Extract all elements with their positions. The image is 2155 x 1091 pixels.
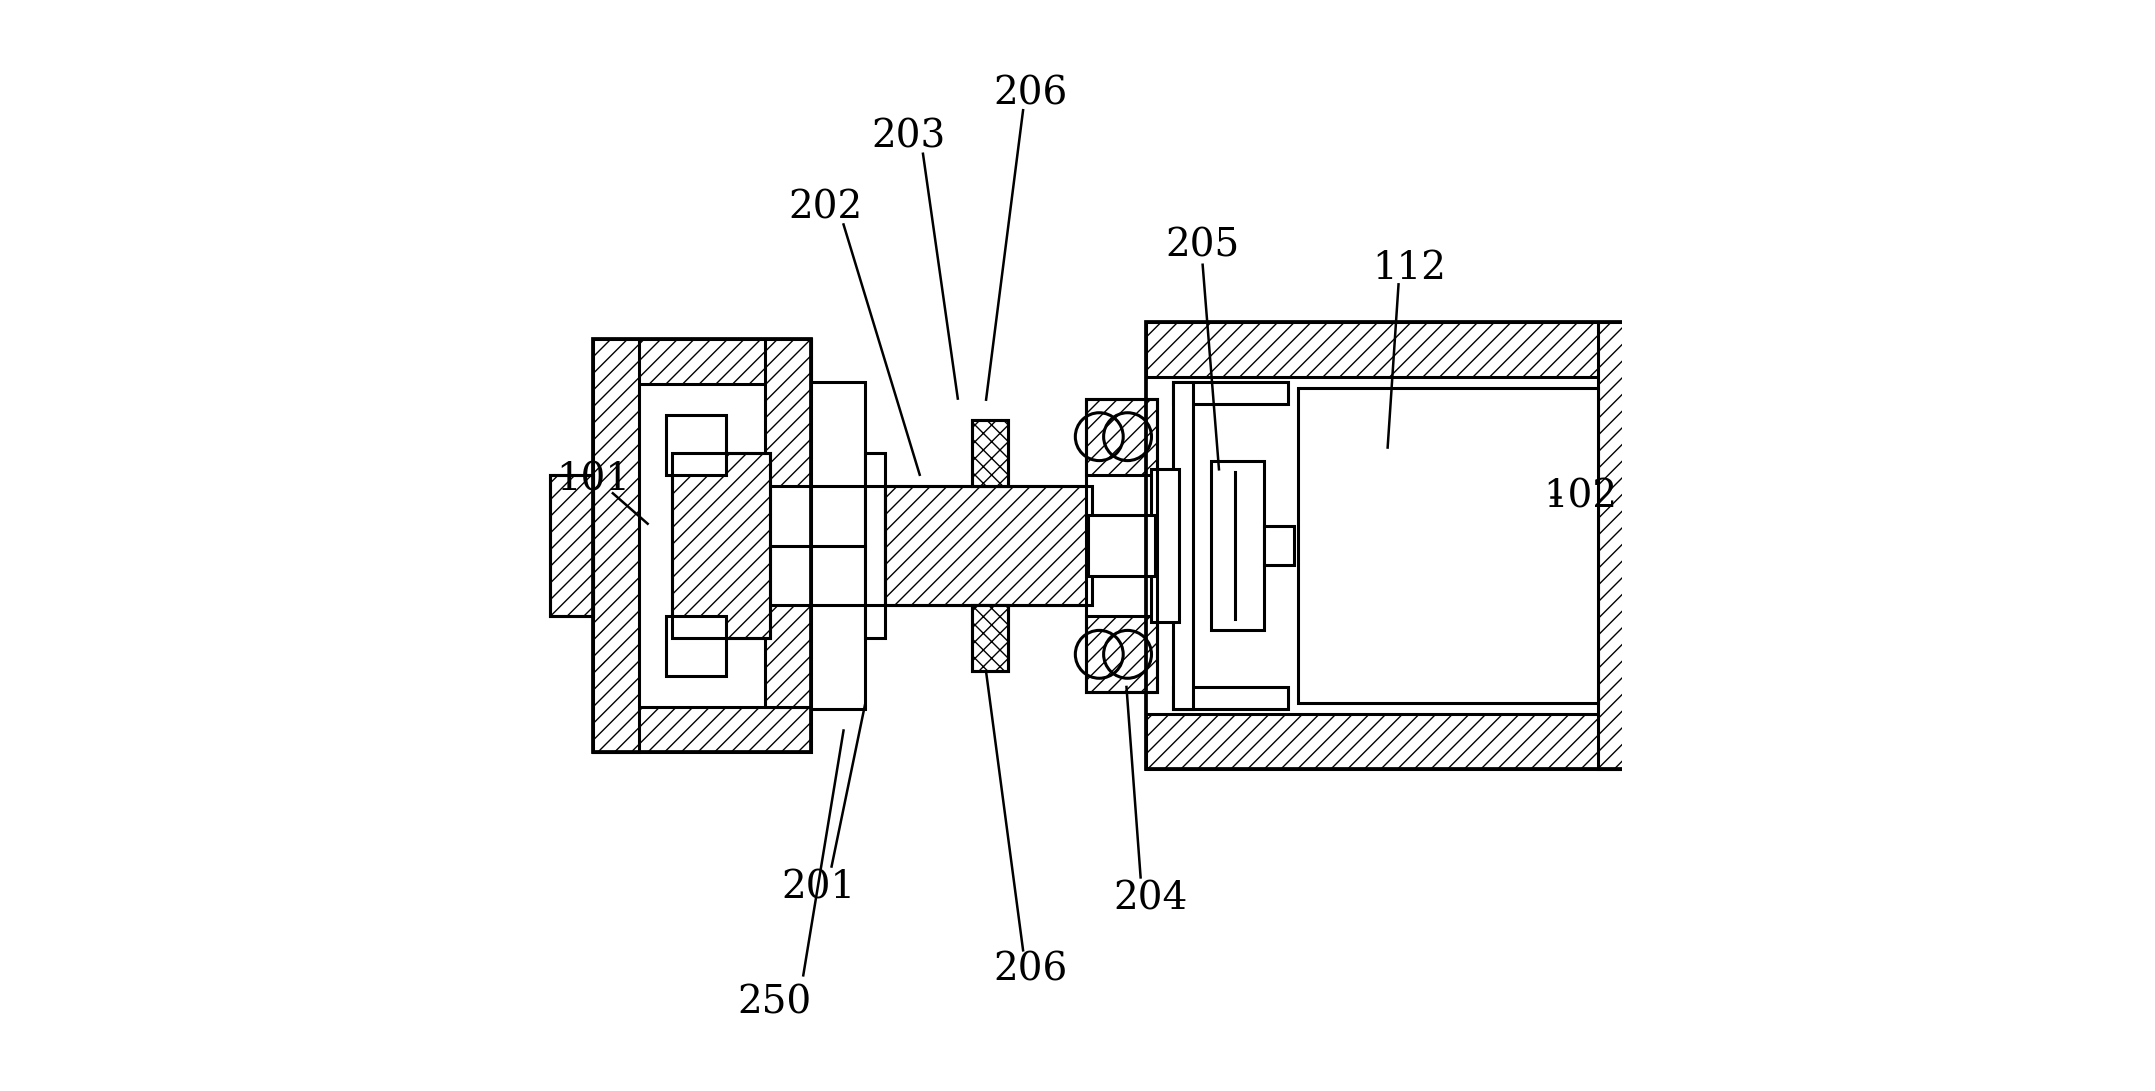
Bar <box>1146 376 1597 715</box>
Bar <box>1086 475 1157 616</box>
Bar <box>1151 469 1179 622</box>
Text: 250: 250 <box>737 984 812 1021</box>
Text: 206: 206 <box>993 951 1069 988</box>
Bar <box>1088 515 1155 576</box>
Text: 102: 102 <box>1543 478 1616 515</box>
Bar <box>593 338 638 753</box>
Text: 112: 112 <box>1373 250 1446 287</box>
Bar <box>638 384 765 707</box>
Bar <box>1086 616 1157 693</box>
Bar <box>1597 323 1653 768</box>
Bar <box>972 606 1009 671</box>
Text: 202: 202 <box>789 190 862 227</box>
Bar <box>1172 687 1287 709</box>
Bar <box>1146 323 1653 768</box>
Bar <box>866 453 886 638</box>
Bar <box>972 606 1009 671</box>
Bar <box>1299 387 1597 704</box>
Bar <box>666 616 726 676</box>
Bar <box>593 707 810 753</box>
Bar <box>1086 398 1157 693</box>
Text: 201: 201 <box>782 870 856 907</box>
Text: 204: 204 <box>1114 880 1187 918</box>
Bar <box>672 453 769 638</box>
Bar <box>810 382 866 709</box>
Bar <box>886 485 1093 606</box>
Bar <box>593 338 810 753</box>
Bar <box>1211 460 1263 631</box>
Text: 206: 206 <box>993 75 1069 112</box>
Bar <box>550 475 593 616</box>
Bar <box>765 338 810 485</box>
Bar <box>1172 382 1194 709</box>
Bar <box>1263 526 1293 565</box>
Bar <box>1172 382 1287 404</box>
Bar <box>1146 715 1653 768</box>
Bar <box>1086 398 1157 475</box>
Bar <box>765 606 810 707</box>
Text: 101: 101 <box>556 461 629 499</box>
Text: 203: 203 <box>873 119 946 156</box>
Bar <box>672 453 769 638</box>
Bar <box>593 338 810 384</box>
Bar <box>972 420 1009 485</box>
Bar <box>550 475 593 616</box>
Bar <box>1146 323 1653 376</box>
Bar <box>666 415 726 475</box>
Bar <box>972 420 1009 485</box>
Text: 205: 205 <box>1166 228 1239 265</box>
Bar <box>886 485 1093 606</box>
